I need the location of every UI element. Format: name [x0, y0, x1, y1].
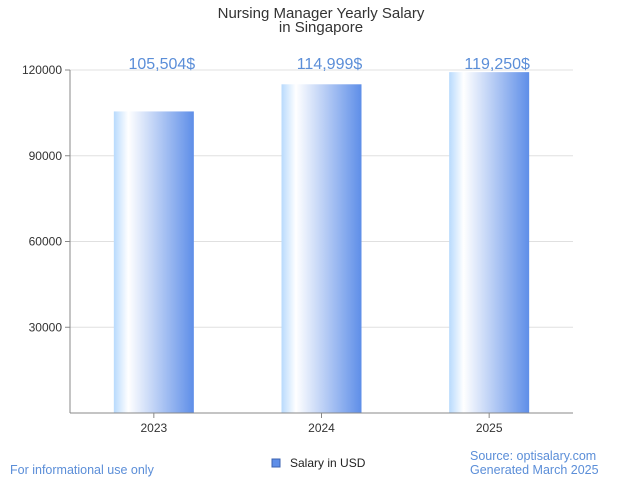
bar[interactable] [281, 84, 362, 413]
bar[interactable] [113, 111, 194, 414]
footer: For informational use only Source: optis… [10, 449, 599, 477]
footer-disclaimer: For informational use only [10, 463, 155, 477]
legend[interactable]: Salary in USD [271, 456, 366, 470]
chart-title-line-1: Nursing Manager Yearly Salary [218, 5, 425, 22]
legend-label[interactable]: Salary in USD [290, 456, 366, 470]
footer-generated: Generated March 2025 [470, 463, 599, 477]
x-tick-label: 2025 [476, 421, 503, 435]
y-tick-label: 30000 [29, 320, 63, 334]
data-label: 114,999$ [297, 56, 363, 73]
chart-title: Nursing Manager Yearly Salary in Singapo… [218, 5, 425, 36]
data-label: 119,250$ [464, 56, 530, 73]
data-label: 105,504$ [128, 56, 195, 73]
y-tick-label: 90000 [29, 149, 63, 163]
y-tick-label: 120000 [22, 63, 62, 77]
x-tick-label: 2024 [308, 421, 335, 435]
axes [69, 70, 573, 414]
data-labels: 105,504$ 114,999$ 119,250$ [128, 56, 530, 73]
footer-source: Source: optisalary.com [470, 449, 596, 463]
bar[interactable] [449, 72, 530, 414]
legend-swatch[interactable] [271, 458, 281, 468]
bars [113, 72, 530, 414]
x-axis-ticks: 2023 2024 2025 [140, 413, 503, 435]
chart-title-line-2: in Singapore [279, 19, 363, 36]
x-tick-label: 2023 [140, 421, 167, 435]
y-tick-label: 60000 [29, 235, 63, 249]
y-axis-ticks: 30000 60000 90000 120000 [22, 63, 70, 334]
